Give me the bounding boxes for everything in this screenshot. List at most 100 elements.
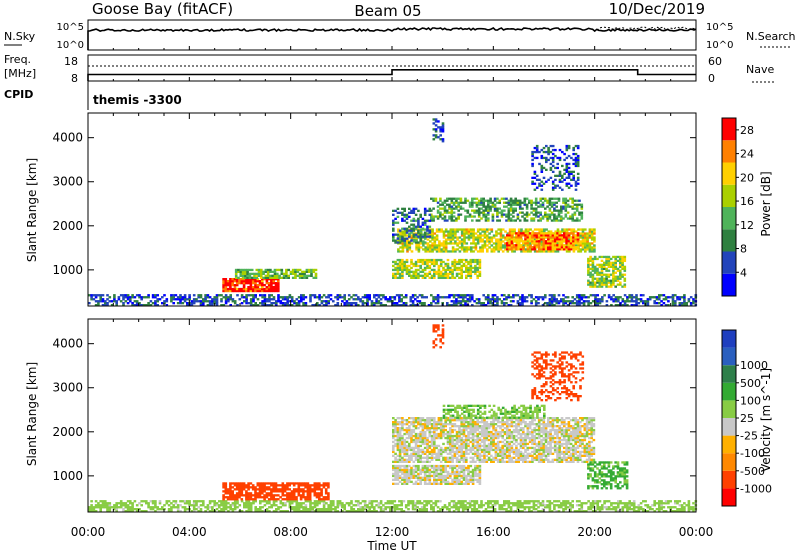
heatmap-cell bbox=[437, 274, 441, 277]
heatmap-cell bbox=[454, 242, 457, 245]
heatmap-cell bbox=[393, 296, 397, 299]
heatmap-cell bbox=[452, 510, 456, 513]
heatmap-cell bbox=[267, 287, 271, 291]
heatmap-cell bbox=[614, 277, 617, 280]
heatmap-cell bbox=[452, 302, 456, 305]
heatmap-cell bbox=[491, 213, 495, 216]
heatmap-cell bbox=[451, 264, 454, 268]
heatmap-cell bbox=[483, 246, 487, 249]
heatmap-cell bbox=[517, 230, 521, 233]
heatmap-cell bbox=[482, 510, 485, 513]
heatmap-cell bbox=[423, 296, 426, 299]
heatmap-cell bbox=[320, 508, 324, 511]
heatmap-cell bbox=[434, 130, 438, 133]
heatmap-cell bbox=[309, 298, 312, 301]
heatmap-cell bbox=[249, 280, 253, 283]
heatmap-cell bbox=[318, 510, 321, 513]
heatmap-cell bbox=[192, 510, 196, 513]
heatmap-cell bbox=[436, 300, 440, 303]
heatmap-cell bbox=[234, 272, 238, 275]
heatmap-cell bbox=[458, 240, 462, 243]
heatmap-cell bbox=[174, 500, 178, 503]
heatmap-cell bbox=[270, 289, 273, 293]
heatmap-cell bbox=[493, 294, 497, 297]
heatmap-cell bbox=[233, 287, 237, 291]
heatmap-cell bbox=[447, 234, 450, 237]
heatmap-cell bbox=[487, 203, 490, 206]
heatmap-cell bbox=[490, 248, 494, 251]
heatmap-cell bbox=[265, 508, 269, 511]
heatmap-cell bbox=[593, 232, 596, 235]
heatmap-cell bbox=[443, 201, 447, 204]
heatmap-cell bbox=[233, 300, 237, 303]
heatmap-cell bbox=[496, 304, 499, 307]
heatmap-cell bbox=[594, 500, 597, 503]
heatmap-cell bbox=[327, 498, 330, 501]
heatmap-cell bbox=[227, 298, 230, 301]
heatmap-cell bbox=[525, 500, 529, 503]
heatmap-cell bbox=[392, 219, 395, 222]
heatmap-cell bbox=[278, 268, 281, 272]
heatmap-cell bbox=[523, 502, 527, 505]
heatmap-cell bbox=[546, 199, 549, 202]
heatmap-cell bbox=[551, 248, 555, 251]
heatmap-cell bbox=[416, 500, 419, 503]
heatmap-cell bbox=[396, 268, 400, 272]
heatmap-cell bbox=[441, 124, 445, 127]
heatmap-cell bbox=[563, 236, 566, 239]
heatmap-cell bbox=[247, 278, 250, 281]
heatmap-cell bbox=[587, 271, 590, 274]
heatmap-cell bbox=[671, 304, 675, 307]
heatmap-cell bbox=[458, 268, 461, 272]
heatmap-cell bbox=[512, 203, 515, 206]
heatmap-cell bbox=[567, 182, 571, 185]
heatmap-cell bbox=[518, 203, 522, 206]
heatmap-cell bbox=[254, 494, 257, 497]
heatmap-cell bbox=[306, 492, 310, 495]
heatmap-cell bbox=[384, 502, 387, 505]
heatmap-cell bbox=[433, 262, 436, 266]
heatmap-cell bbox=[537, 215, 540, 218]
heatmap-cell bbox=[455, 298, 458, 301]
heatmap-cell bbox=[569, 242, 573, 245]
heatmap-cell bbox=[534, 500, 538, 503]
heatmap-cell bbox=[400, 510, 403, 513]
heatmap-cell bbox=[574, 244, 578, 247]
heatmap-cell bbox=[233, 508, 237, 511]
heatmap-cell bbox=[584, 240, 587, 243]
heatmap-cell bbox=[468, 504, 472, 507]
heatmap-cell bbox=[642, 510, 645, 513]
heatmap-cell bbox=[565, 240, 568, 243]
heatmap-cell bbox=[414, 264, 418, 268]
heatmap-cell bbox=[263, 490, 266, 493]
heatmap-cell bbox=[281, 488, 285, 491]
heatmap-cell bbox=[305, 274, 309, 277]
heatmap-cell bbox=[477, 302, 481, 305]
heatmap-cell bbox=[285, 268, 288, 272]
heatmap-cell bbox=[444, 246, 448, 249]
heatmap-cell bbox=[572, 146, 575, 150]
heatmap-cell bbox=[436, 205, 440, 208]
heatmap-cell bbox=[94, 300, 98, 303]
heatmap-cell bbox=[614, 255, 617, 259]
heatmap-cell bbox=[621, 285, 624, 288]
heatmap-cell bbox=[423, 478, 427, 481]
heatmap-cell bbox=[589, 285, 592, 288]
heatmap-cell bbox=[245, 498, 248, 501]
heatmap-cell bbox=[394, 272, 397, 275]
heatmap-cell bbox=[192, 502, 196, 505]
heatmap-cell bbox=[341, 504, 344, 507]
heatmap-cell bbox=[500, 197, 504, 200]
heatmap-cell bbox=[496, 500, 499, 503]
heatmap-cell bbox=[199, 300, 203, 303]
heatmap-cell bbox=[290, 506, 294, 509]
heatmap-cell bbox=[542, 146, 546, 150]
heatmap-cell bbox=[540, 148, 544, 152]
heatmap-cell bbox=[588, 228, 592, 231]
heatmap-cell bbox=[482, 205, 485, 208]
heatmap-cell bbox=[269, 274, 272, 277]
heatmap-cell bbox=[172, 294, 175, 297]
heatmap-cell bbox=[549, 144, 553, 148]
heatmap-cell bbox=[455, 201, 458, 204]
heatmap-cell bbox=[256, 508, 260, 511]
